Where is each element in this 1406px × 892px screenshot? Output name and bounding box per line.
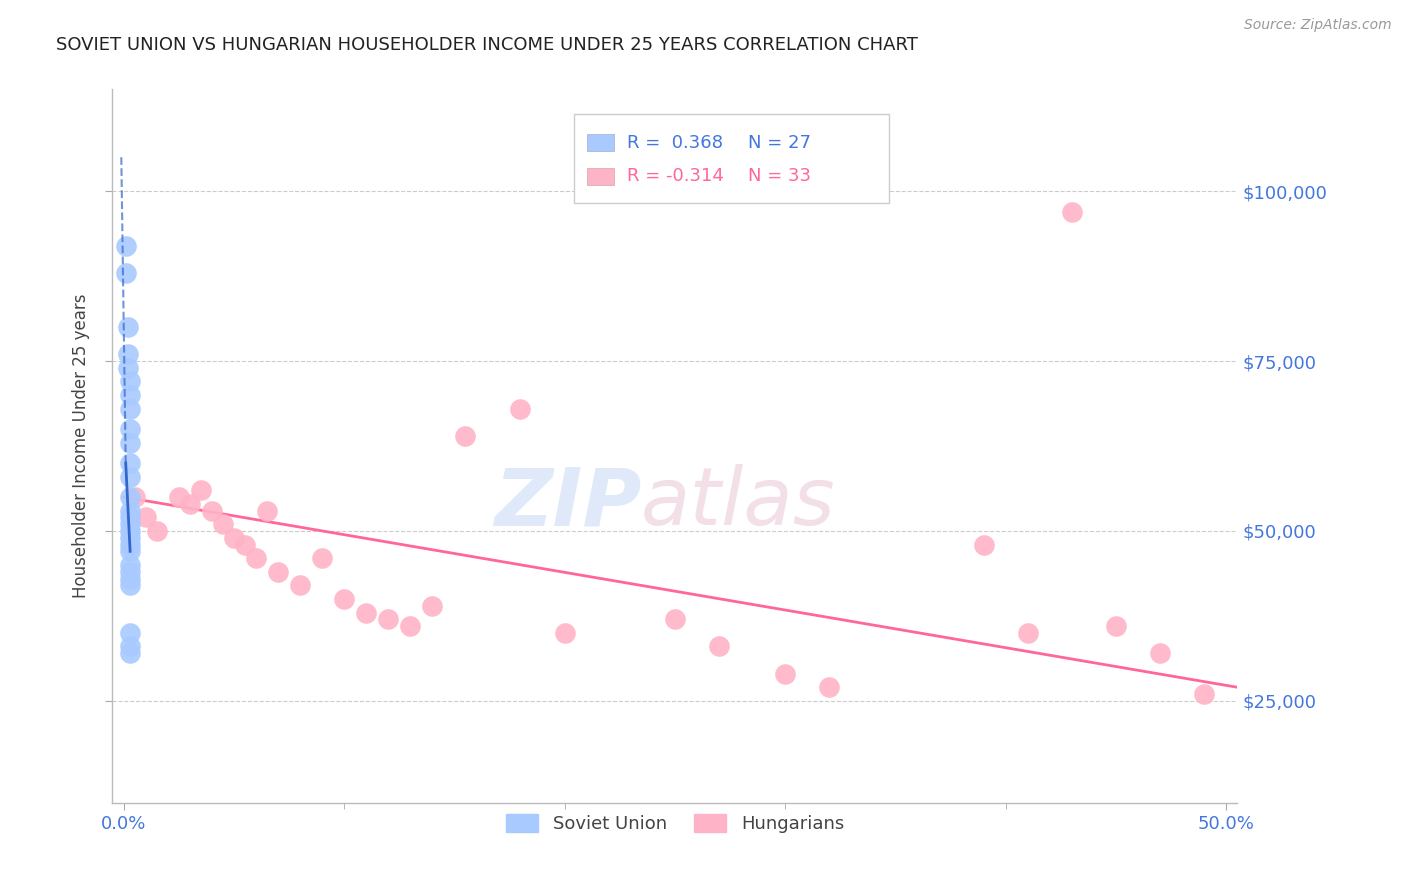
Text: atlas: atlas <box>641 464 837 542</box>
Point <box>120 531 142 545</box>
Point <box>377 612 399 626</box>
Point <box>179 497 201 511</box>
Point <box>117 360 139 375</box>
Text: N = 33: N = 33 <box>748 168 811 186</box>
Point <box>311 551 333 566</box>
Point <box>120 422 142 436</box>
Point <box>554 626 576 640</box>
Point <box>190 483 212 498</box>
Point <box>120 537 142 551</box>
Point <box>120 388 142 402</box>
Point <box>1149 646 1171 660</box>
Point <box>245 551 267 566</box>
Point <box>1105 619 1128 633</box>
Point <box>120 456 142 470</box>
Point <box>399 619 422 633</box>
FancyBboxPatch shape <box>588 134 614 152</box>
Point <box>120 578 142 592</box>
Point <box>120 646 142 660</box>
Text: R =  0.368: R = 0.368 <box>627 134 723 152</box>
Point <box>114 266 136 280</box>
Point <box>354 606 377 620</box>
Point <box>120 435 142 450</box>
Point <box>256 503 278 517</box>
Point <box>120 558 142 572</box>
Point <box>773 666 796 681</box>
Point <box>288 578 311 592</box>
Point <box>120 469 142 483</box>
Point <box>233 537 256 551</box>
Point <box>120 503 142 517</box>
Point <box>818 680 841 694</box>
Point <box>120 490 142 504</box>
Text: Source: ZipAtlas.com: Source: ZipAtlas.com <box>1244 18 1392 32</box>
Point <box>1060 204 1083 219</box>
Point <box>124 490 146 504</box>
Point <box>454 429 477 443</box>
Point <box>707 640 730 654</box>
Point <box>267 565 290 579</box>
Point <box>120 401 142 416</box>
Point <box>120 565 142 579</box>
FancyBboxPatch shape <box>574 114 889 203</box>
Point <box>114 238 136 252</box>
Text: N = 27: N = 27 <box>748 134 811 152</box>
Point <box>120 375 142 389</box>
Point <box>120 510 142 524</box>
Point <box>120 524 142 538</box>
Point <box>1017 626 1039 640</box>
Point <box>120 572 142 586</box>
Point <box>117 347 139 361</box>
Point <box>201 503 224 517</box>
Point <box>211 517 233 532</box>
Point <box>664 612 686 626</box>
Point <box>117 320 139 334</box>
Point <box>222 531 245 545</box>
Text: R = -0.314: R = -0.314 <box>627 168 724 186</box>
Y-axis label: Householder Income Under 25 years: Householder Income Under 25 years <box>72 293 90 599</box>
Point <box>509 401 531 416</box>
Point <box>135 510 157 524</box>
Point <box>120 626 142 640</box>
Point <box>1192 687 1215 701</box>
Legend: Soviet Union, Hungarians: Soviet Union, Hungarians <box>499 806 851 840</box>
FancyBboxPatch shape <box>588 168 614 185</box>
Point <box>120 517 142 532</box>
Point <box>420 599 443 613</box>
Text: SOVIET UNION VS HUNGARIAN HOUSEHOLDER INCOME UNDER 25 YEARS CORRELATION CHART: SOVIET UNION VS HUNGARIAN HOUSEHOLDER IN… <box>56 36 918 54</box>
Point <box>120 544 142 558</box>
Text: ZIP: ZIP <box>494 464 641 542</box>
Point <box>167 490 190 504</box>
Point <box>973 537 995 551</box>
Point <box>145 524 167 538</box>
Point <box>120 640 142 654</box>
Point <box>333 591 356 606</box>
